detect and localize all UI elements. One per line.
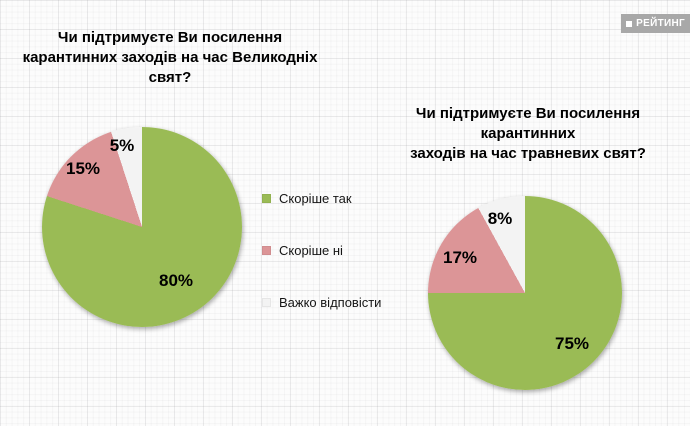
pie-may-label-hard: 8% (487, 209, 513, 228)
legend-label-no: Скоріше ні (279, 242, 343, 258)
legend-label-hard: Важко відповісти (279, 294, 382, 310)
title-line: Чи підтримуєте Ви посилення карантинних (415, 105, 641, 142)
pie-may-circle (428, 196, 622, 390)
pie-easter-circle (42, 127, 242, 327)
legend-item-hard: Важко відповісти (262, 293, 381, 311)
pie-easter-label-hard: 5% (109, 136, 135, 155)
legend-swatch-white (262, 297, 271, 307)
logo-square-icon (626, 20, 633, 27)
legend-item-yes: Скоріше так (262, 189, 381, 207)
title-line: свят? (148, 69, 192, 86)
pie-chart-may: 75% 17% 8% (428, 196, 622, 390)
title-line: заходів на час травневих свят? (410, 145, 646, 162)
rating-logo: РЕЙТИНГ (621, 14, 690, 33)
legend: Скоріше так Скоріше ні Важко відповісти (262, 189, 381, 311)
logo-text: РЕЙТИНГ (636, 18, 685, 29)
pie-chart-easter: 80% 15% 5% (42, 127, 242, 327)
chart-title-easter: Чи підтримуєте Ви посилення карантинних … (8, 28, 332, 88)
legend-swatch-pink (262, 245, 271, 255)
pie-easter-label-yes: 80% (158, 271, 194, 290)
title-line: Чи підтримуєте Ви посилення (57, 29, 283, 46)
title-line: карантинних заходів на час Великодніх (22, 49, 318, 66)
legend-item-no: Скоріше ні (262, 241, 381, 259)
chart-title-may: Чи підтримуєте Ви посилення карантинних … (368, 104, 688, 164)
pie-may-label-no: 17% (442, 248, 478, 267)
pie-easter-label-no: 15% (65, 159, 101, 178)
pie-may-label-yes: 75% (554, 334, 590, 353)
legend-label-yes: Скоріше так (279, 190, 352, 206)
legend-swatch-green (262, 193, 271, 203)
